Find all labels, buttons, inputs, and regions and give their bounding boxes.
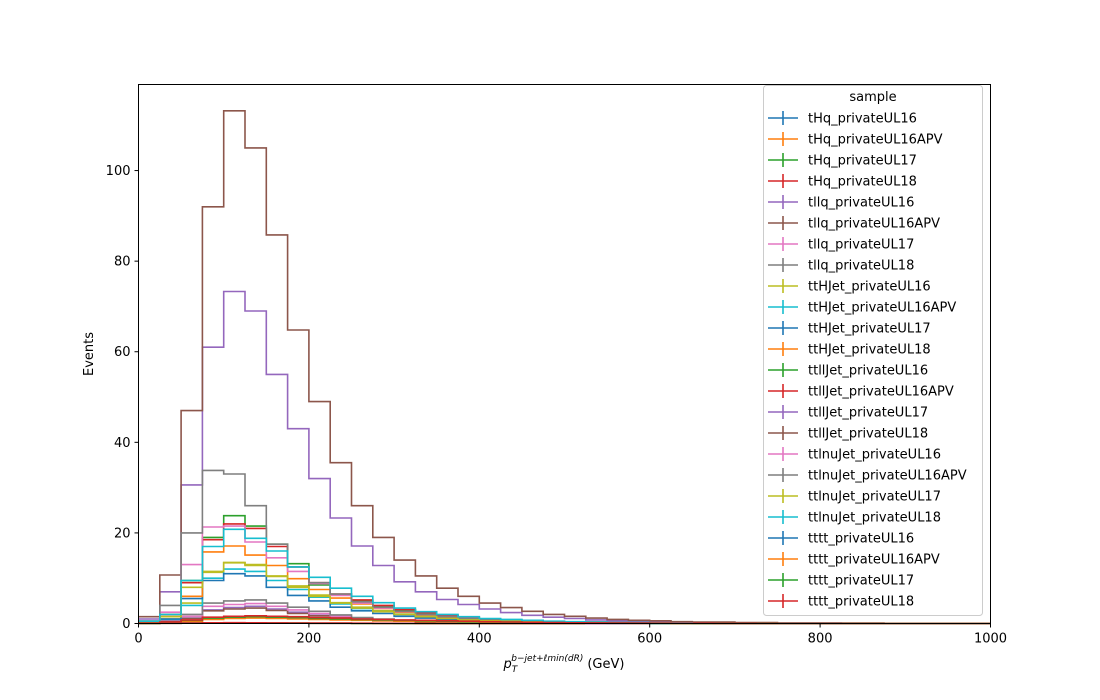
legend-label: tttt_privateUL16APV [808, 553, 940, 568]
legend-label: tllq_privateUL16 [808, 196, 914, 211]
legend-item: tllq_privateUL16APV [768, 216, 940, 232]
x-axis-label-sup: b−jet+ℓmin(dR) [511, 654, 583, 664]
y-tick-label: 60 [114, 345, 131, 360]
legend-label: tttt_privateUL16 [808, 532, 914, 547]
legend-label: tttt_privateUL17 [808, 574, 914, 589]
x-tick-label: 800 [808, 632, 833, 647]
legend-label: ttllJet_privateUL18 [808, 427, 928, 442]
legend-item: tHq_privateUL16APV [768, 132, 943, 148]
legend-item: ttHJet_privateUL16 [768, 279, 931, 295]
x-axis-label-sub: T [512, 665, 519, 675]
y-tick-label: 80 [114, 255, 131, 270]
y-axis: 0 20 40 60 80 100 [106, 164, 139, 632]
legend-item: tttt_privateUL16APV [768, 552, 940, 568]
legend-label: tHq_privateUL17 [808, 154, 917, 169]
legend-item: ttllJet_privateUL17 [768, 405, 928, 421]
legend-label: tttt_privateUL18 [808, 595, 914, 610]
legend-label: ttllJet_privateUL16APV [808, 385, 954, 400]
legend-label: ttlnuJet_privateUL17 [808, 490, 941, 505]
x-axis-label-main: p [503, 657, 512, 672]
x-axis-label-unit: (GeV) [587, 657, 624, 672]
legend-label: ttllJet_privateUL16 [808, 364, 928, 379]
legend-label: ttlnuJet_privateUL18 [808, 511, 941, 526]
legend-item: ttllJet_privateUL16 [768, 363, 928, 379]
legend-label: ttHJet_privateUL16APV [808, 301, 956, 316]
y-tick-label: 20 [114, 526, 131, 541]
legend-item: ttHJet_privateUL18 [768, 342, 931, 358]
x-tick-label: 600 [637, 632, 662, 647]
legend-item: tHq_privateUL18 [768, 174, 917, 190]
legend-item: tHq_privateUL17 [768, 153, 917, 169]
legend-item: tllq_privateUL17 [768, 237, 914, 253]
legend-label: ttHJet_privateUL18 [808, 343, 931, 358]
x-tick-label: 0 [134, 632, 142, 647]
legend-item: ttlnuJet_privateUL17 [768, 489, 941, 505]
legend-label: tHq_privateUL16APV [808, 133, 943, 148]
legend-label: ttllJet_privateUL17 [808, 406, 928, 421]
y-tick-label: 100 [106, 164, 131, 179]
legend-item: ttHJet_privateUL16APV [768, 300, 956, 316]
legend-item: ttllJet_privateUL18 [768, 426, 928, 442]
x-tick-label: 400 [467, 632, 492, 647]
legend-label: tllq_privateUL17 [808, 238, 914, 253]
legend-label: ttlnuJet_privateUL16 [808, 448, 941, 463]
legend-item: tllq_privateUL16 [768, 195, 914, 211]
legend-item: ttlnuJet_privateUL16APV [768, 468, 967, 484]
legend-label: ttlnuJet_privateUL16APV [808, 469, 967, 484]
legend-item: ttlnuJet_privateUL16 [768, 447, 941, 463]
legend-item: tllq_privateUL18 [768, 258, 914, 274]
legend-title: sample [849, 90, 896, 105]
legend-item: ttllJet_privateUL16APV [768, 384, 954, 400]
legend-item: tttt_privateUL18 [768, 594, 914, 610]
x-tick-label: 1000 [974, 632, 1007, 647]
legend-item: tttt_privateUL17 [768, 573, 914, 589]
legend: sample tHq_privateUL16 tHq_privateUL16APV… [763, 85, 983, 616]
legend-label: tllq_privateUL16APV [808, 217, 940, 232]
legend-label: ttHJet_privateUL16 [808, 280, 931, 295]
legend-item: tttt_privateUL16 [768, 531, 914, 547]
x-axis-label: pTb−jet+ℓmin(dR) (GeV) [503, 654, 625, 675]
legend-item: tHq_privateUL16 [768, 111, 917, 127]
legend-label: tHq_privateUL18 [808, 175, 917, 190]
y-tick-label: 0 [122, 617, 130, 632]
x-axis: 0 200 400 600 800 1000 [134, 623, 1007, 647]
legend-label: tHq_privateUL16 [808, 112, 917, 127]
legend-item: ttlnuJet_privateUL18 [768, 510, 941, 526]
y-axis-label: Events [82, 332, 97, 376]
legend-label: tllq_privateUL18 [808, 259, 914, 274]
legend-label: ttHJet_privateUL17 [808, 322, 931, 337]
plot-frame [138, 84, 991, 624]
y-tick-label: 40 [114, 436, 131, 451]
legend-box [763, 85, 983, 616]
legend-item: ttHJet_privateUL17 [768, 321, 931, 337]
x-tick-label: 200 [296, 632, 321, 647]
